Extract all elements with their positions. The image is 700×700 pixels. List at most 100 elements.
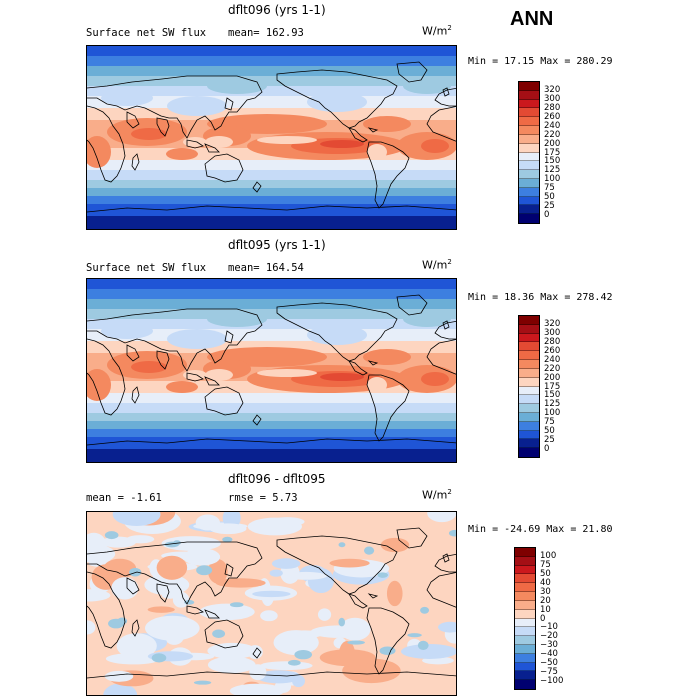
colorbar-tick-label: −40 [540,649,558,660]
colorbar-swatch [519,342,539,352]
colorbar-tick-label: 125 [544,399,561,410]
colorbar-swatch [519,324,539,334]
colorbar-tick-label: 150 [544,156,561,167]
colorbar-tick-label: 75 [544,417,555,428]
colorbar-tick-label: 0 [544,444,550,455]
colorbar-tick-label: 50 [544,426,555,437]
colorbar-tick-label: −50 [540,658,558,669]
colorbar-tick-label: 25 [544,435,555,446]
colorbar-tick-label: 100 [540,550,557,561]
colorbar-swatch [519,99,539,109]
colorbar-swatch [519,178,539,188]
colorbar-swatch [519,368,539,378]
colorbar-tick-label: 200 [544,138,561,149]
colorbar-swatch [515,565,535,575]
colorbar-tick-label: 260 [544,345,561,356]
colorbar-swatch [515,644,535,654]
colorbar-tick-label: 0 [540,613,546,624]
colorbar-swatch [519,421,539,431]
rmse-label: rmse = 5.73 [228,492,298,504]
colorbar-tick-label: 40 [540,577,551,588]
colorbar-swatch [515,627,535,637]
colorbar-tick-label: 0 [544,210,550,221]
colorbar [518,315,540,458]
colorbar-tick-label: 150 [544,390,561,401]
min-max-label: Min = -24.69 Max = 21.80 [468,524,613,535]
colorbar-tick-label: 200 [544,372,561,383]
colorbar-swatch [519,152,539,162]
colorbar-tick-label: −10 [540,622,558,633]
colorbar-tick-label: 220 [544,363,561,374]
colorbar-swatch [519,108,539,118]
colorbar-tick-label: 25 [544,201,555,212]
colorbar-swatch [519,117,539,127]
colorbar-tick-label: 320 [544,84,561,95]
colorbar-swatch [519,126,539,135]
colorbar-tick-label: 175 [544,381,561,392]
colorbar-swatch [515,556,535,566]
colorbar-swatch [519,404,539,413]
colorbar-swatch [519,196,539,206]
colorbar-swatch [519,82,539,91]
panel-title: dflt096 - dflt095 [228,472,326,486]
colorbar-tick-label: 280 [544,336,561,347]
colorbar-swatch [515,548,535,557]
colorbar-swatch [519,214,539,223]
colorbar-tick-label: 320 [544,318,561,329]
map-field-abs [87,46,456,229]
units-label: W/m2 [422,258,452,272]
colorbar-swatch [515,574,535,584]
colorbar-swatch [519,448,539,457]
colorbar [518,81,540,224]
colorbar-swatch [519,316,539,325]
colorbar-tick-label: 260 [544,111,561,122]
colorbar-swatch [515,662,535,672]
colorbar-swatch [519,161,539,171]
colorbar-swatch [519,386,539,396]
colorbar-tick-label: 75 [540,559,551,570]
colorbar-tick-label: 220 [544,129,561,140]
colorbar-swatch [515,653,535,663]
min-max-label: Min = 17.15 Max = 280.29 [468,56,613,67]
mean-label: mean= 164.54 [228,262,304,274]
colorbar-tick-label: 50 [540,568,551,579]
map-plot [86,45,457,230]
map-plot [86,278,457,463]
colorbar-tick-label: 100 [544,408,561,419]
colorbar [514,547,536,690]
colorbar-tick-label: 10 [540,604,551,615]
colorbar-swatch [519,187,539,197]
colorbar-swatch [519,377,539,387]
mean-label: mean = -1.61 [86,492,162,504]
mean-label: mean= 162.93 [228,27,304,39]
colorbar-tick-label: 30 [540,586,551,597]
colorbar-swatch [519,439,539,449]
colorbar-tick-label: 50 [544,192,555,203]
colorbar-swatch [515,609,535,619]
colorbar-swatch [519,395,539,405]
colorbar-tick-label: 125 [544,165,561,176]
min-max-label: Min = 18.36 Max = 278.42 [468,292,613,303]
colorbar-swatch [519,333,539,343]
colorbar-swatch [519,90,539,100]
colorbar-swatch [519,205,539,215]
colorbar-tick-label: −20 [540,631,558,642]
colorbar-swatch [519,351,539,361]
colorbar-tick-label: −30 [540,640,558,651]
units-label: W/m2 [422,24,452,38]
colorbar-swatch [519,412,539,422]
panel-title: dflt096 (yrs 1-1) [228,3,326,17]
colorbar-swatch [519,143,539,153]
field-label: Surface net SW flux [86,27,207,39]
colorbar-swatch [519,360,539,369]
colorbar-tick-label: 240 [544,354,561,365]
colorbar-swatch [515,671,535,681]
colorbar-swatch [515,636,535,645]
colorbar-swatch [515,600,535,610]
colorbar-swatch [519,170,539,179]
map-field-diff [87,512,456,695]
colorbar-tick-label: 240 [544,120,561,131]
panel-title: dflt095 (yrs 1-1) [228,238,326,252]
colorbar-tick-label: 75 [544,183,555,194]
colorbar-tick-label: 20 [540,595,551,606]
